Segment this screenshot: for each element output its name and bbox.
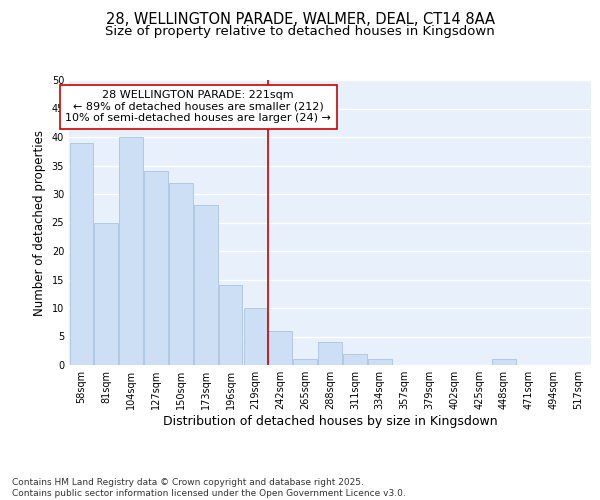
Bar [169, 182, 193, 365]
X-axis label: Distribution of detached houses by size in Kingsdown: Distribution of detached houses by size … [163, 415, 497, 428]
Bar [318, 342, 342, 365]
Text: 28, WELLINGTON PARADE, WALMER, DEAL, CT14 8AA: 28, WELLINGTON PARADE, WALMER, DEAL, CT1… [106, 12, 494, 28]
Bar [94, 222, 118, 365]
Y-axis label: Number of detached properties: Number of detached properties [33, 130, 46, 316]
Text: Contains HM Land Registry data © Crown copyright and database right 2025.
Contai: Contains HM Land Registry data © Crown c… [12, 478, 406, 498]
Bar [368, 360, 392, 365]
Bar [119, 137, 143, 365]
Bar [343, 354, 367, 365]
Bar [268, 331, 292, 365]
Bar [194, 206, 218, 365]
Text: Size of property relative to detached houses in Kingsdown: Size of property relative to detached ho… [105, 25, 495, 38]
Bar [70, 142, 93, 365]
Bar [244, 308, 267, 365]
Bar [293, 360, 317, 365]
Bar [492, 360, 516, 365]
Text: 28 WELLINGTON PARADE: 221sqm
← 89% of detached houses are smaller (212)
10% of s: 28 WELLINGTON PARADE: 221sqm ← 89% of de… [65, 90, 331, 124]
Bar [144, 171, 168, 365]
Bar [219, 285, 242, 365]
